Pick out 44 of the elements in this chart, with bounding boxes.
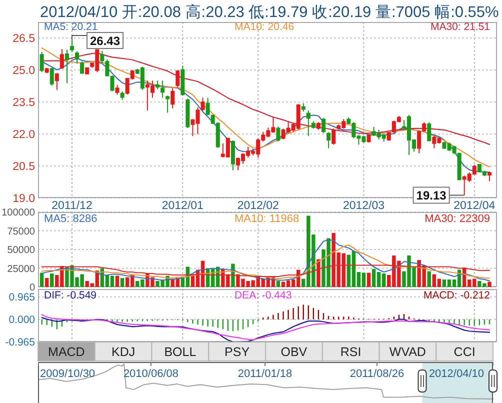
y-tick-label: 0.965 [8,292,36,304]
y-tick-label: 100000 [2,208,36,218]
y-tick-label: 0.000 [8,314,36,326]
callout: 26.43 [72,32,124,49]
y-tick-label: 19.0 [12,193,35,206]
y-tick-label: -0.965 [5,336,36,349]
category-label: PSY [224,345,250,359]
category-label: BOLL [164,345,196,359]
x-tick-label: 2011/08/26 [350,368,404,380]
x-tick-label: 2011/12 [52,200,92,212]
x-tick-label: 2010/06/08 [123,368,179,380]
annotation: 26.43 [90,34,120,48]
x-tick-label: 2009/10/30 [40,368,96,380]
category-label: KDJ [112,345,136,359]
x-tick-label: 2012/03 [342,200,385,212]
chart-title: 2012/04/10 开:20.08 高:20.23 低:19.79 收:20.19 量:7005 幅:0.55% [40,3,500,21]
y-tick-label: 25000 [7,264,36,275]
series-label: MACD: -0.212 [423,290,490,302]
category-label: CCI [454,345,476,359]
text: MA30: 22309 [424,213,490,225]
annotation: 19.13 [416,188,447,203]
text: MA30: 21.51 [430,21,490,33]
category-label: MACD [48,345,85,359]
text: MA5: 8286 [44,213,98,225]
category-label: OBV [280,345,308,359]
y-tick-label: 25.0 [12,65,35,78]
y-tick-label: 22.0 [12,129,35,142]
x-tick-label: 2012/01 [162,200,204,212]
x-tick-label: 2012/02 [237,200,279,212]
text: MA10: 11968 [234,213,300,225]
y-tick-label: 75000 [7,226,36,238]
text: DEA: -0.443 [234,290,292,302]
category-label: RSI [340,345,362,359]
x-tick-label: 2012/04/10 [428,368,484,380]
y-tick-label: 20.5 [12,161,35,174]
y-tick-label: 23.5 [12,97,35,110]
y-tick-label: 0 [29,282,36,294]
x-tick-label: 2011/01/18 [238,368,292,380]
category-label: WVAD [389,345,426,359]
text: MA5: 20.21 [44,21,98,33]
y-tick-label: 50000 [7,245,36,256]
y-tick-label: 26.5 [12,33,35,46]
series-label: DIF: -0.549 [44,290,97,302]
text: MA10: 20.46 [234,21,294,33]
